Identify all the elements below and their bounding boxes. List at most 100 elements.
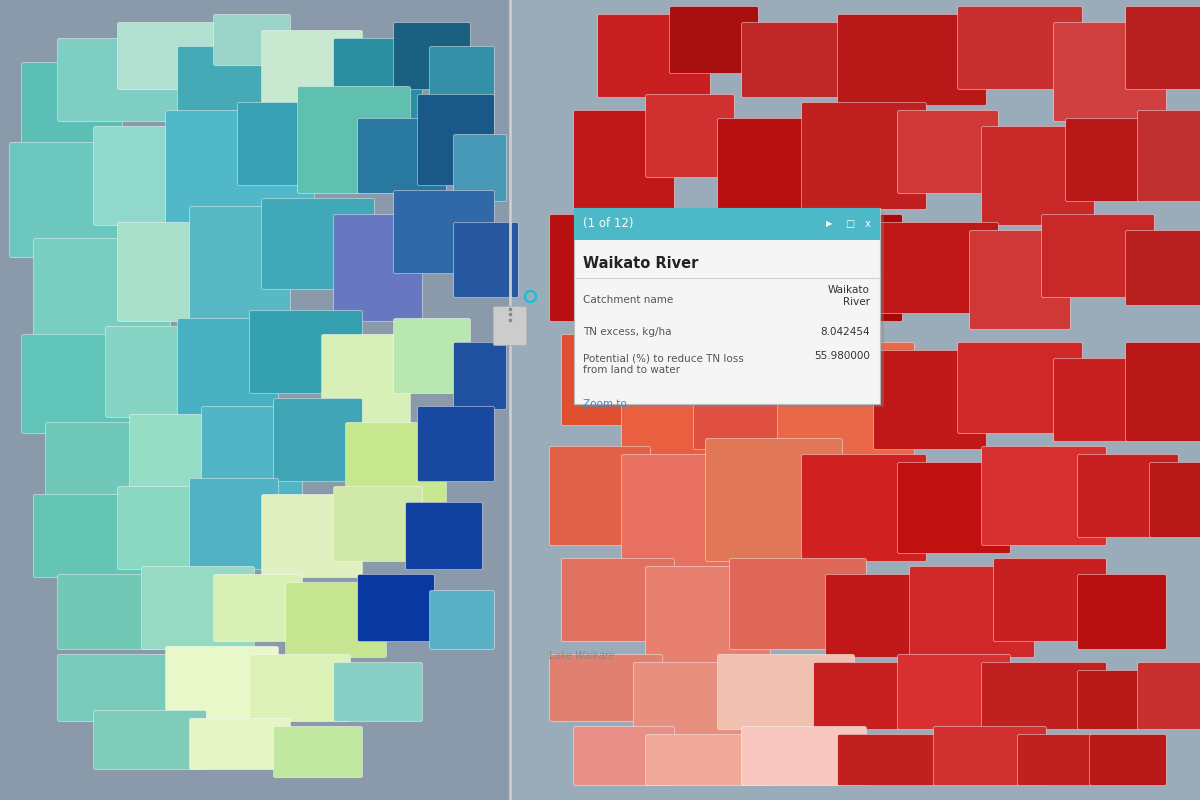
FancyBboxPatch shape xyxy=(214,574,302,642)
FancyBboxPatch shape xyxy=(934,726,1046,786)
FancyBboxPatch shape xyxy=(574,110,674,210)
FancyBboxPatch shape xyxy=(622,350,734,458)
FancyBboxPatch shape xyxy=(562,334,650,426)
FancyBboxPatch shape xyxy=(718,654,854,730)
FancyBboxPatch shape xyxy=(250,310,362,394)
FancyBboxPatch shape xyxy=(982,662,1106,730)
FancyBboxPatch shape xyxy=(10,142,134,258)
Text: 8.042454: 8.042454 xyxy=(821,327,870,337)
FancyBboxPatch shape xyxy=(334,486,422,562)
FancyBboxPatch shape xyxy=(178,318,278,426)
FancyBboxPatch shape xyxy=(190,478,278,570)
FancyBboxPatch shape xyxy=(454,134,506,202)
FancyBboxPatch shape xyxy=(742,726,866,786)
FancyBboxPatch shape xyxy=(454,222,518,298)
FancyBboxPatch shape xyxy=(262,30,362,106)
FancyBboxPatch shape xyxy=(634,662,758,738)
FancyBboxPatch shape xyxy=(202,406,302,506)
FancyBboxPatch shape xyxy=(46,422,170,506)
FancyBboxPatch shape xyxy=(58,38,206,122)
FancyBboxPatch shape xyxy=(22,62,122,162)
Text: Potential (%) to reduce TN loss
from land to water: Potential (%) to reduce TN loss from lan… xyxy=(583,354,744,374)
FancyBboxPatch shape xyxy=(118,222,242,322)
FancyBboxPatch shape xyxy=(1138,662,1200,730)
FancyBboxPatch shape xyxy=(1066,118,1166,202)
FancyBboxPatch shape xyxy=(94,126,206,226)
FancyBboxPatch shape xyxy=(238,102,338,186)
FancyBboxPatch shape xyxy=(718,118,830,210)
FancyBboxPatch shape xyxy=(838,734,950,786)
FancyBboxPatch shape xyxy=(394,318,470,394)
FancyBboxPatch shape xyxy=(778,342,914,466)
FancyBboxPatch shape xyxy=(346,422,446,514)
FancyBboxPatch shape xyxy=(874,222,998,314)
FancyBboxPatch shape xyxy=(274,398,362,482)
FancyBboxPatch shape xyxy=(430,46,494,130)
FancyBboxPatch shape xyxy=(510,0,1200,800)
FancyBboxPatch shape xyxy=(958,342,1082,434)
FancyBboxPatch shape xyxy=(118,486,218,570)
FancyBboxPatch shape xyxy=(286,582,386,658)
FancyBboxPatch shape xyxy=(493,306,527,346)
FancyBboxPatch shape xyxy=(334,38,422,138)
FancyBboxPatch shape xyxy=(622,454,746,570)
FancyBboxPatch shape xyxy=(1090,734,1166,786)
FancyBboxPatch shape xyxy=(670,6,758,74)
FancyBboxPatch shape xyxy=(166,110,314,234)
FancyBboxPatch shape xyxy=(578,211,884,407)
FancyBboxPatch shape xyxy=(454,342,506,410)
FancyBboxPatch shape xyxy=(1018,734,1118,786)
Text: TN excess, kg/ha: TN excess, kg/ha xyxy=(583,327,672,337)
FancyBboxPatch shape xyxy=(994,558,1106,642)
FancyBboxPatch shape xyxy=(574,726,674,786)
FancyBboxPatch shape xyxy=(1078,454,1178,538)
FancyBboxPatch shape xyxy=(358,118,446,194)
FancyBboxPatch shape xyxy=(334,662,422,722)
FancyBboxPatch shape xyxy=(0,0,510,800)
Text: ...: ... xyxy=(858,398,870,410)
FancyBboxPatch shape xyxy=(1078,670,1166,730)
FancyBboxPatch shape xyxy=(334,214,422,322)
FancyBboxPatch shape xyxy=(898,654,1010,730)
FancyBboxPatch shape xyxy=(214,14,290,66)
Text: Lake Waikare: Lake Waikare xyxy=(550,651,614,661)
FancyBboxPatch shape xyxy=(874,350,986,450)
FancyBboxPatch shape xyxy=(574,208,880,240)
FancyBboxPatch shape xyxy=(898,110,998,194)
FancyBboxPatch shape xyxy=(418,94,494,186)
Text: (1 of 12): (1 of 12) xyxy=(583,218,634,230)
FancyBboxPatch shape xyxy=(982,446,1106,546)
Text: Waikato River: Waikato River xyxy=(583,257,698,271)
FancyBboxPatch shape xyxy=(550,446,650,546)
FancyBboxPatch shape xyxy=(706,222,830,322)
FancyBboxPatch shape xyxy=(1126,230,1200,306)
FancyBboxPatch shape xyxy=(418,406,494,482)
Text: Waikato
River: Waikato River xyxy=(828,286,870,306)
Text: Zoom to: Zoom to xyxy=(583,399,626,409)
FancyBboxPatch shape xyxy=(262,198,374,290)
FancyBboxPatch shape xyxy=(1138,110,1200,202)
FancyBboxPatch shape xyxy=(190,206,290,322)
FancyBboxPatch shape xyxy=(898,462,1010,554)
Text: 55.980000: 55.980000 xyxy=(814,351,870,361)
FancyBboxPatch shape xyxy=(562,558,674,642)
FancyBboxPatch shape xyxy=(802,102,926,210)
FancyBboxPatch shape xyxy=(166,646,278,722)
FancyBboxPatch shape xyxy=(838,14,986,106)
FancyBboxPatch shape xyxy=(250,654,350,722)
FancyBboxPatch shape xyxy=(190,718,290,770)
FancyBboxPatch shape xyxy=(646,94,734,178)
FancyBboxPatch shape xyxy=(1054,358,1154,442)
FancyBboxPatch shape xyxy=(646,566,770,666)
FancyBboxPatch shape xyxy=(58,574,158,650)
FancyBboxPatch shape xyxy=(598,14,710,98)
FancyBboxPatch shape xyxy=(322,334,410,434)
FancyBboxPatch shape xyxy=(1042,214,1154,298)
FancyBboxPatch shape xyxy=(430,590,494,650)
FancyBboxPatch shape xyxy=(910,566,1034,658)
FancyBboxPatch shape xyxy=(790,214,902,322)
FancyBboxPatch shape xyxy=(1150,462,1200,538)
FancyBboxPatch shape xyxy=(694,334,818,450)
FancyBboxPatch shape xyxy=(958,6,1082,90)
Text: Catchment name: Catchment name xyxy=(583,295,673,305)
